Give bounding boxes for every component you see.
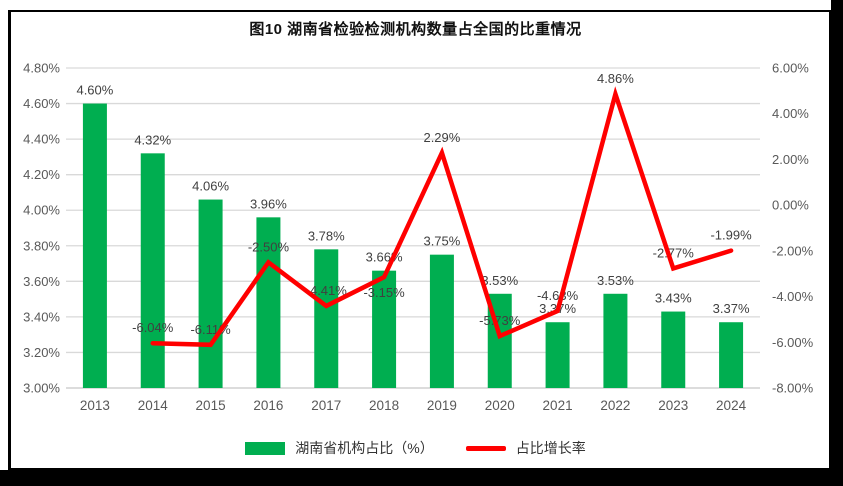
- left-axis-tick: 4.20%: [23, 167, 60, 182]
- bar: [372, 270, 397, 388]
- x-axis-label: 2024: [716, 398, 747, 413]
- right-axis-tick: 0.00%: [772, 198, 809, 213]
- line-value-label: 4.86%: [597, 71, 634, 86]
- line-value-label: -3.15%: [363, 285, 405, 300]
- line-value-label: -4.63%: [537, 288, 579, 303]
- legend-bar-swatch-icon: [245, 441, 286, 455]
- right-axis-tick: 6.00%: [772, 61, 809, 76]
- line-value-label: -5.73%: [479, 313, 521, 328]
- bar: [603, 293, 628, 388]
- bar-value-label: 4.60%: [76, 83, 113, 98]
- left-axis-tick: 3.20%: [23, 345, 60, 360]
- growth-line: [150, 86, 734, 348]
- left-axis-tick: 4.00%: [23, 203, 60, 218]
- x-axis-label: 2017: [311, 398, 341, 413]
- right-axis-tick: 4.00%: [772, 106, 809, 121]
- legend-line-label: 占比增长率: [515, 440, 586, 456]
- x-axis-label: 2013: [80, 398, 110, 413]
- x-axis-label: 2021: [543, 398, 573, 413]
- left-axis-tick: 4.40%: [23, 132, 60, 147]
- line-value-label: -1.99%: [710, 228, 752, 243]
- bar-value-label: 3.43%: [655, 291, 692, 306]
- line-value-label: -2.77%: [653, 245, 695, 260]
- bar: [140, 153, 165, 388]
- legend-bar-label: 湖南省机构占比（%）: [295, 440, 434, 456]
- bar-value-label: 4.06%: [192, 179, 229, 194]
- bar: [429, 254, 454, 388]
- bar-value-label: 4.32%: [134, 132, 171, 147]
- line-value-label: -4.41%: [306, 283, 348, 298]
- bar: [256, 217, 281, 388]
- left-axis-tick: 3.80%: [23, 238, 60, 253]
- left-axis-tick: 4.60%: [23, 96, 60, 111]
- right-black-border: [831, 0, 843, 486]
- x-axis-label: 2022: [600, 398, 630, 413]
- line-value-label: 2.29%: [423, 130, 460, 145]
- bar: [661, 311, 686, 388]
- right-axis-tick: 2.00%: [772, 152, 809, 167]
- right-axis-tick: -8.00%: [772, 381, 814, 396]
- bar-value-label: 3.53%: [597, 273, 634, 288]
- line-value-label: -6.04%: [132, 320, 174, 335]
- bar: [198, 199, 223, 388]
- legend-line-swatch-icon: [465, 445, 506, 451]
- left-axis-tick: 3.40%: [23, 309, 60, 324]
- legend: 湖南省机构占比（%） 占比增长率: [0, 438, 831, 458]
- x-axis-label: 2019: [427, 398, 457, 413]
- x-axis-label: 2018: [369, 398, 399, 413]
- x-axis-label: 2016: [253, 398, 283, 413]
- bar-value-label: 3.96%: [250, 196, 287, 211]
- bar-value-label: 3.75%: [423, 234, 460, 249]
- x-axis-label: 2014: [138, 398, 169, 413]
- right-axis-tick: -2.00%: [772, 243, 814, 258]
- right-axis-tick: -6.00%: [772, 335, 814, 350]
- chart-title: 图10 湖南省检验检测机构数量占全国的比重情况: [249, 21, 582, 38]
- bottom-black-border: [0, 470, 843, 486]
- bar: [545, 322, 570, 388]
- x-axis-label: 2015: [196, 398, 226, 413]
- bar-value-label: 3.78%: [308, 228, 345, 243]
- right-axis-tick: -4.00%: [772, 289, 814, 304]
- left-axis-tick: 4.80%: [23, 61, 60, 76]
- x-axis-label: 2023: [658, 398, 688, 413]
- bar-value-label: 3.53%: [481, 273, 518, 288]
- bar: [82, 103, 107, 389]
- bar: [314, 249, 339, 388]
- left-axis-tick: 3.60%: [23, 274, 60, 289]
- x-axis-label: 2020: [485, 398, 515, 413]
- left-axis-tick: 3.00%: [23, 381, 60, 396]
- bar: [719, 322, 744, 388]
- line-value-label: -2.50%: [248, 239, 290, 254]
- bar-value-label: 3.37%: [713, 301, 750, 316]
